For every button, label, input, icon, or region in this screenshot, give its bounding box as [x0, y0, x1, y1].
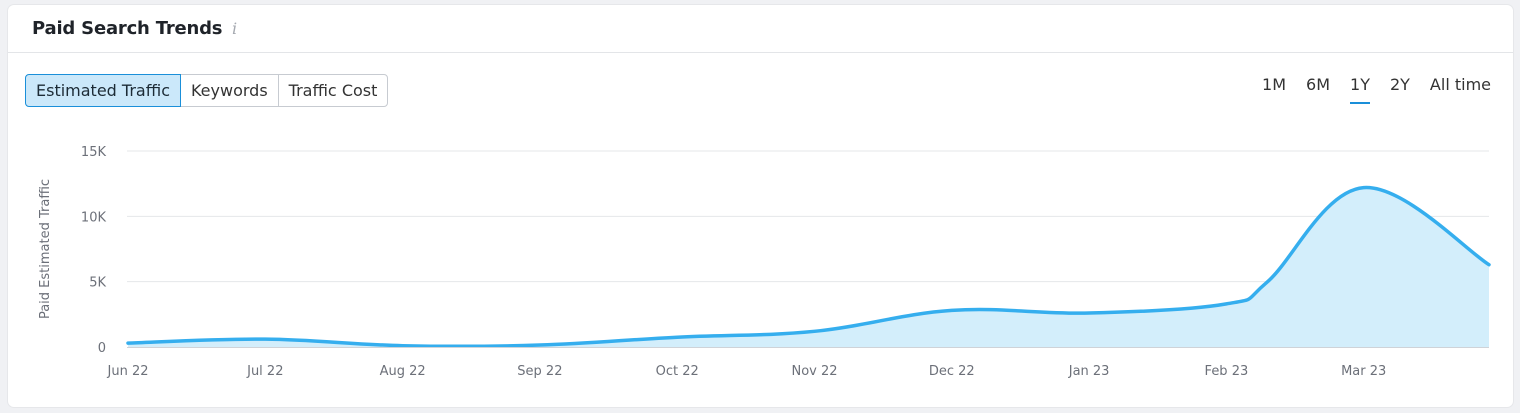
tab-keywords[interactable]: Keywords — [179, 74, 279, 107]
period-1y[interactable]: 1Y — [1340, 74, 1380, 104]
traffic-area — [128, 187, 1489, 347]
card-header: Paid Search Trends i — [8, 5, 1513, 53]
x-tick-label: Aug 22 — [380, 364, 426, 379]
info-icon[interactable]: i — [232, 19, 238, 38]
metric-tabs: Estimated Traffic Keywords Traffic Cost — [25, 74, 389, 107]
tab-estimated-traffic[interactable]: Estimated Traffic — [25, 74, 181, 107]
period-selector: 1M 6M 1Y 2Y All time — [1252, 74, 1501, 104]
x-tick-label: Feb 23 — [1205, 364, 1249, 379]
traffic-line — [126, 185, 1491, 349]
x-tick-label: Jan 23 — [1068, 364, 1110, 379]
period-2y[interactable]: 2Y — [1389, 75, 1410, 94]
x-tick-label: Jul 22 — [246, 364, 283, 379]
x-tick-labels: Jun 22 Jul 22 Aug 22 Sep 22 Oct 22 Nov 22 Dec … — [107, 364, 1387, 379]
period-6m[interactable]: 6M — [1306, 75, 1331, 94]
y-axis-title: Paid Estimated Traffic — [38, 179, 53, 319]
period-1m[interactable]: 1M — [1262, 75, 1287, 94]
y-tick-label: 5K — [89, 276, 106, 291]
y-tick-label: 10K — [81, 210, 107, 225]
x-tick-label: Sep 22 — [517, 364, 562, 379]
y-tick-label: 0 — [98, 341, 106, 356]
y-tick-labels: 0 5K 10K 15K — [81, 145, 107, 356]
x-tick-label: Oct 22 — [656, 364, 699, 379]
grid-lines — [127, 150, 1489, 283]
period-all-time[interactable]: All time — [1429, 75, 1491, 94]
card-title: Paid Search Trends — [32, 18, 223, 39]
x-tick-label: Jun 22 — [107, 364, 149, 379]
x-tick-label: Nov 22 — [791, 364, 837, 379]
tab-traffic-cost[interactable]: Traffic Cost — [277, 74, 389, 107]
x-tick-label: Dec 22 — [929, 364, 975, 379]
y-tick-label: 15K — [81, 145, 107, 160]
x-tick-label: Mar 23 — [1341, 364, 1386, 379]
